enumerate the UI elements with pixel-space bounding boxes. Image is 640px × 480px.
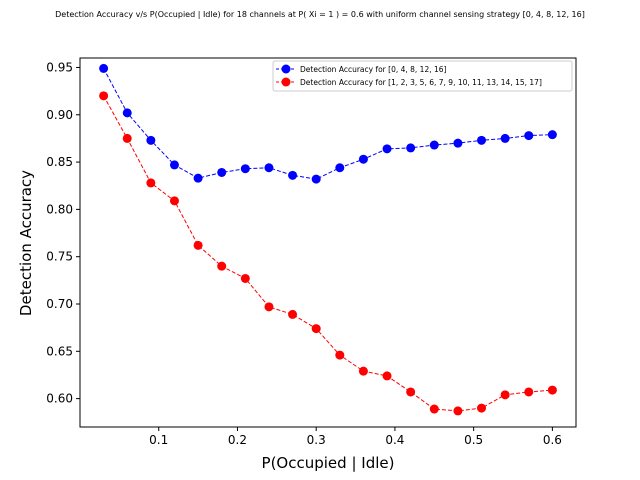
data-point (429, 140, 439, 150)
data-point (288, 170, 298, 180)
data-point (453, 406, 463, 416)
legend: Detection Accuracy for [0, 4, 8, 12, 16]… (272, 60, 573, 92)
data-point (264, 302, 274, 312)
y-tick-label: 0.70 (46, 297, 73, 311)
plot-area (99, 63, 557, 416)
data-point (193, 240, 203, 250)
y-tick-label: 0.85 (46, 155, 73, 169)
data-point (240, 273, 250, 283)
x-axis-label: P(Occupied | Idle) (262, 454, 395, 472)
legend-marker (281, 64, 291, 74)
data-point (524, 131, 534, 141)
x-tick-label: 0.5 (464, 433, 483, 447)
data-point (500, 390, 510, 400)
axis-ticks: 0.1 0.2 0.3 0.4 0.5 0.6 0.60 0.65 0.70 0.75 0.80 0.… (46, 60, 562, 447)
data-point (146, 178, 156, 188)
data-point (122, 133, 132, 143)
y-tick-label: 0.90 (46, 108, 73, 122)
y-tick-label: 0.80 (46, 202, 73, 216)
data-point (547, 130, 557, 140)
data-point (453, 138, 463, 148)
data-point (217, 167, 227, 177)
axes-frame (79, 57, 577, 428)
data-point (500, 133, 510, 143)
data-point (358, 366, 368, 376)
data-point (358, 154, 368, 164)
data-point (240, 164, 250, 174)
y-tick-label: 0.65 (46, 344, 73, 358)
data-point (264, 163, 274, 173)
y-tick-label: 0.75 (46, 250, 73, 264)
x-tick-label: 0.3 (307, 433, 326, 447)
data-point (169, 160, 179, 170)
y-tick-label: 0.60 (46, 392, 73, 406)
data-point (146, 135, 156, 145)
legend-label: Detection Accuracy for [0, 4, 8, 12, 16] (300, 65, 447, 74)
data-point (288, 309, 298, 319)
data-point (335, 350, 345, 360)
series-line (103, 95, 553, 412)
chart-title: Detection Accuracy v/s P(Occupied | Idle… (55, 10, 585, 19)
data-point (99, 91, 109, 101)
data-point (99, 63, 109, 73)
data-point (477, 403, 487, 413)
legend-entry: Detection Accuracy for [1, 2, 3, 5, 6, 7… (276, 77, 542, 87)
data-point (406, 387, 416, 397)
data-point (311, 174, 321, 184)
data-point (382, 371, 392, 381)
x-tick-label: 0.4 (385, 433, 404, 447)
data-point (406, 143, 416, 153)
legend-entry: Detection Accuracy for [0, 4, 8, 12, 16] (276, 64, 447, 74)
data-point (524, 387, 534, 397)
data-point (429, 404, 439, 414)
data-point (193, 173, 203, 183)
data-point (311, 324, 321, 334)
data-point (217, 261, 227, 271)
legend-label: Detection Accuracy for [1, 2, 3, 5, 6, 7… (300, 78, 542, 87)
data-point (382, 144, 392, 154)
x-tick-label: 0.2 (228, 433, 247, 447)
x-tick-label: 0.1 (149, 433, 168, 447)
data-point (477, 135, 487, 145)
data-point (547, 385, 557, 395)
data-point (335, 163, 345, 173)
y-axis-label: Detection Accuracy (17, 170, 35, 316)
legend-marker (281, 77, 291, 87)
y-tick-label: 0.95 (46, 60, 73, 74)
data-point (169, 196, 179, 206)
x-tick-label: 0.6 (543, 433, 562, 447)
data-point (122, 108, 132, 118)
legend-box (272, 60, 573, 92)
